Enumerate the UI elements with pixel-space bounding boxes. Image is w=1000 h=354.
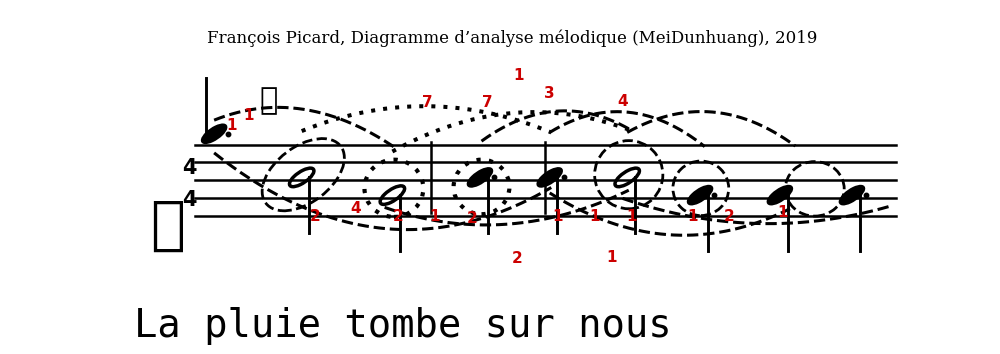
Text: 1: 1: [589, 209, 600, 224]
Ellipse shape: [202, 125, 226, 143]
Text: 𝄞: 𝄞: [150, 197, 185, 254]
Text: 1: 1: [227, 118, 237, 133]
Text: 1: 1: [606, 250, 617, 265]
Ellipse shape: [840, 186, 864, 204]
Text: 4: 4: [182, 158, 197, 178]
Ellipse shape: [688, 186, 712, 204]
Text: 1: 1: [627, 209, 637, 224]
Text: La pluie tombe sur nous: La pluie tombe sur nous: [134, 307, 672, 345]
Text: 4: 4: [182, 190, 197, 210]
Text: 2: 2: [724, 209, 735, 224]
Ellipse shape: [768, 186, 792, 204]
Text: 2: 2: [392, 209, 403, 224]
Text: 1: 1: [552, 209, 563, 224]
Text: 7: 7: [422, 96, 433, 110]
Text: 1: 1: [687, 209, 698, 224]
Text: 1: 1: [430, 209, 440, 224]
Text: François Picard, Diagramme d’analyse mélodique (MeiDunhuang), 2019: François Picard, Diagramme d’analyse mél…: [207, 29, 818, 47]
Ellipse shape: [537, 168, 562, 187]
Text: 1: 1: [513, 68, 524, 83]
Text: 4: 4: [350, 201, 360, 216]
Text: 1: 1: [777, 205, 787, 220]
Text: 7: 7: [482, 96, 493, 110]
Text: 2: 2: [467, 211, 478, 226]
Text: 𝄐: 𝄐: [259, 86, 278, 115]
Text: 1: 1: [244, 108, 254, 123]
Text: 3: 3: [544, 86, 555, 101]
Ellipse shape: [468, 168, 492, 187]
Text: 2: 2: [310, 209, 320, 224]
Text: 4: 4: [617, 95, 628, 109]
Text: 2: 2: [512, 251, 523, 266]
